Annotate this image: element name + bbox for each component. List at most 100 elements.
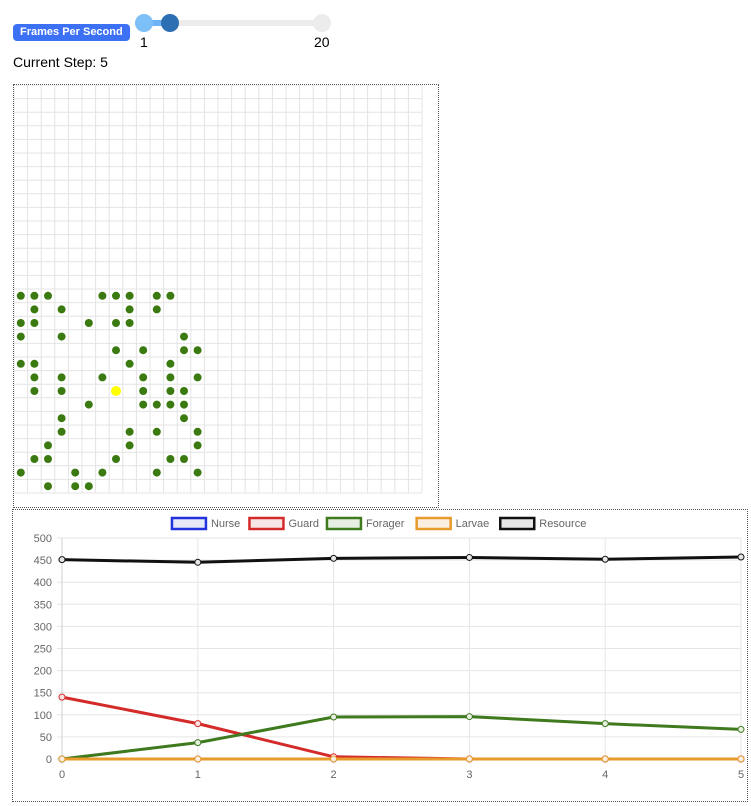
simulation-grid — [13, 84, 423, 494]
bee-agent — [180, 387, 188, 395]
bee-agent — [152, 305, 161, 314]
data-point — [194, 558, 202, 566]
bee-agent — [180, 400, 188, 409]
legend-item-forager[interactable]: Forager — [325, 516, 405, 531]
legend-item-nurse[interactable]: Nurse — [170, 516, 240, 531]
bee-agent — [44, 455, 52, 463]
slider-min-label: 1 — [140, 34, 148, 50]
bee-agent — [30, 387, 39, 395]
bee-agent — [98, 468, 107, 477]
y-tick-label: 250 — [34, 644, 52, 656]
slider-min-handle[interactable] — [135, 14, 153, 32]
data-point — [330, 755, 338, 763]
data-point — [330, 554, 338, 562]
data-point — [737, 725, 745, 733]
y-tick-label: 400 — [34, 577, 52, 589]
x-tick-label: 1 — [195, 769, 201, 781]
bee-agent — [139, 373, 148, 382]
bee-agent — [166, 400, 175, 409]
data-point — [737, 755, 745, 763]
legend-item-guard[interactable]: Guard — [248, 516, 319, 531]
bee-agent — [152, 291, 161, 300]
data-point — [58, 556, 66, 564]
legend-label: Guard — [288, 518, 319, 530]
slider-max-label: 20 — [314, 34, 330, 50]
y-tick-label: 500 — [34, 533, 52, 545]
bee-agent — [30, 291, 39, 300]
bee-agent — [112, 291, 120, 300]
data-point — [465, 755, 473, 763]
bee-agent — [57, 332, 66, 341]
data-point — [58, 755, 66, 763]
grid-lines — [13, 84, 423, 494]
y-tick-label: 100 — [34, 710, 52, 722]
bee-agent — [152, 468, 161, 477]
y-tick-label: 150 — [34, 688, 52, 700]
bee-agent — [16, 359, 25, 368]
slider-max-handle[interactable] — [313, 14, 331, 32]
slider-fill — [144, 20, 172, 26]
y-tick-label: 200 — [34, 666, 52, 678]
bee-agent — [84, 319, 93, 327]
y-tick-label: 300 — [34, 621, 52, 633]
y-tick-label: 50 — [40, 732, 52, 744]
slider-track[interactable] — [144, 20, 324, 26]
legend-item-larvae[interactable]: Larvae — [415, 516, 490, 531]
x-tick-label: 0 — [59, 769, 65, 781]
bee-agent — [98, 373, 107, 382]
bee-agent — [44, 441, 52, 450]
bee-agent — [125, 427, 134, 436]
bee-agent — [30, 373, 39, 382]
simulation-grid-panel — [13, 84, 439, 508]
current-step-label: Current Step: — [13, 54, 97, 70]
legend-swatch — [415, 516, 452, 531]
bee-agent — [71, 482, 80, 491]
bee-agent — [180, 346, 188, 355]
series-line — [61, 715, 742, 761]
x-tick-label: 3 — [466, 769, 472, 781]
bee-agent — [84, 400, 93, 409]
bee-agent — [30, 359, 39, 368]
legend-label: Larvae — [456, 518, 490, 530]
bee-agent — [57, 427, 66, 436]
series-resource — [58, 553, 745, 566]
data-point — [601, 755, 609, 763]
bee-agent — [166, 455, 175, 463]
bee-agent — [152, 427, 161, 436]
slider-value-handle[interactable] — [161, 14, 180, 32]
fps-slider[interactable] — [134, 12, 334, 34]
bee-agent — [30, 455, 39, 463]
series-larvae — [58, 755, 745, 763]
x-tick-label: 4 — [602, 769, 608, 781]
data-point — [601, 555, 609, 563]
series-line — [61, 555, 742, 564]
series-forager — [58, 713, 745, 763]
data-point — [465, 553, 473, 561]
legend-swatch — [325, 516, 363, 531]
bee-agent — [112, 319, 120, 327]
current-step-value: 5 — [100, 54, 108, 70]
bee-agent — [84, 482, 93, 491]
data-point — [194, 720, 202, 728]
data-point — [194, 739, 202, 747]
legend-swatch — [499, 516, 536, 531]
bee-agent — [193, 441, 202, 450]
bee-agent — [57, 305, 66, 314]
bee-agent — [180, 455, 188, 463]
data-point — [58, 693, 66, 701]
bee-agent — [166, 387, 175, 395]
bee-agent — [180, 414, 188, 423]
data-point — [737, 553, 745, 561]
series-guard — [58, 693, 745, 763]
y-tick-label: 350 — [34, 599, 52, 611]
bee-agent — [16, 291, 25, 300]
bee-agent — [125, 441, 134, 450]
data-point — [601, 720, 609, 728]
bee-agent — [152, 400, 161, 409]
bee-agent — [180, 332, 188, 341]
legend-item-resource[interactable]: Resource — [499, 516, 586, 531]
bee-agent — [16, 468, 25, 477]
bee-agent — [16, 319, 25, 327]
bee-agent — [166, 373, 175, 382]
bee-agent — [166, 291, 175, 300]
